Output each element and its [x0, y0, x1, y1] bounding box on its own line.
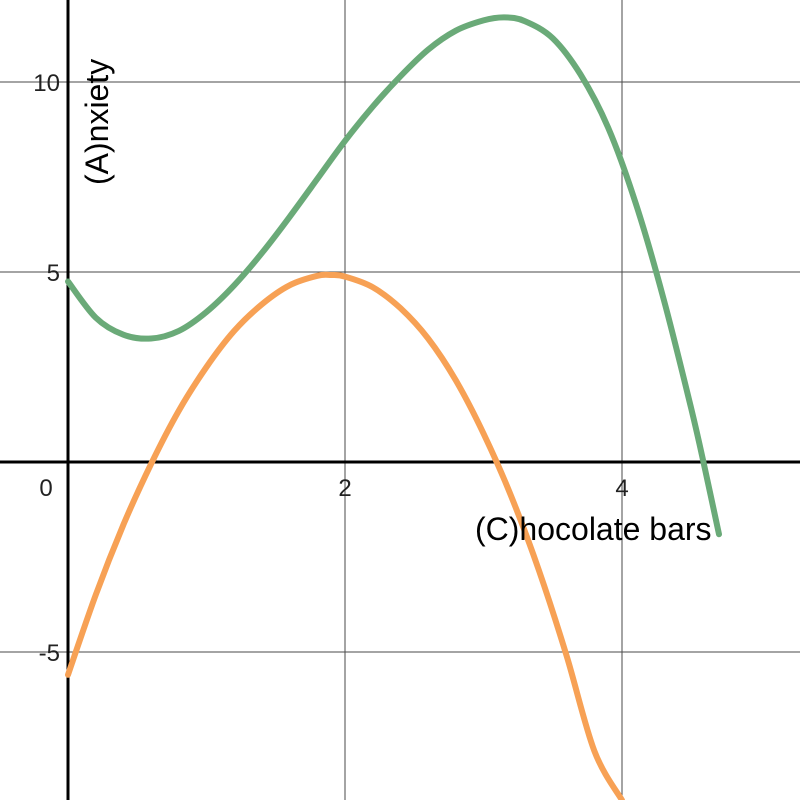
series-line-1: [65, 14, 722, 538]
x-tick-label-4: 4: [615, 475, 628, 502]
y-tick-label-neg5: -5: [39, 640, 60, 667]
x-tick-label-0: 0: [39, 475, 52, 502]
y-axis-title: (A)nxiety: [79, 59, 115, 185]
y-tick-label-5: 5: [47, 260, 60, 287]
series-group: [65, 14, 722, 800]
y-tick-label-10: 10: [33, 70, 60, 97]
tick-labels: 0 2 4 -5 5 10: [33, 70, 628, 667]
series-line-2: [65, 271, 625, 800]
x-axis-title: (C)hocolate bars: [475, 511, 712, 547]
x-tick-label-2: 2: [338, 475, 351, 502]
